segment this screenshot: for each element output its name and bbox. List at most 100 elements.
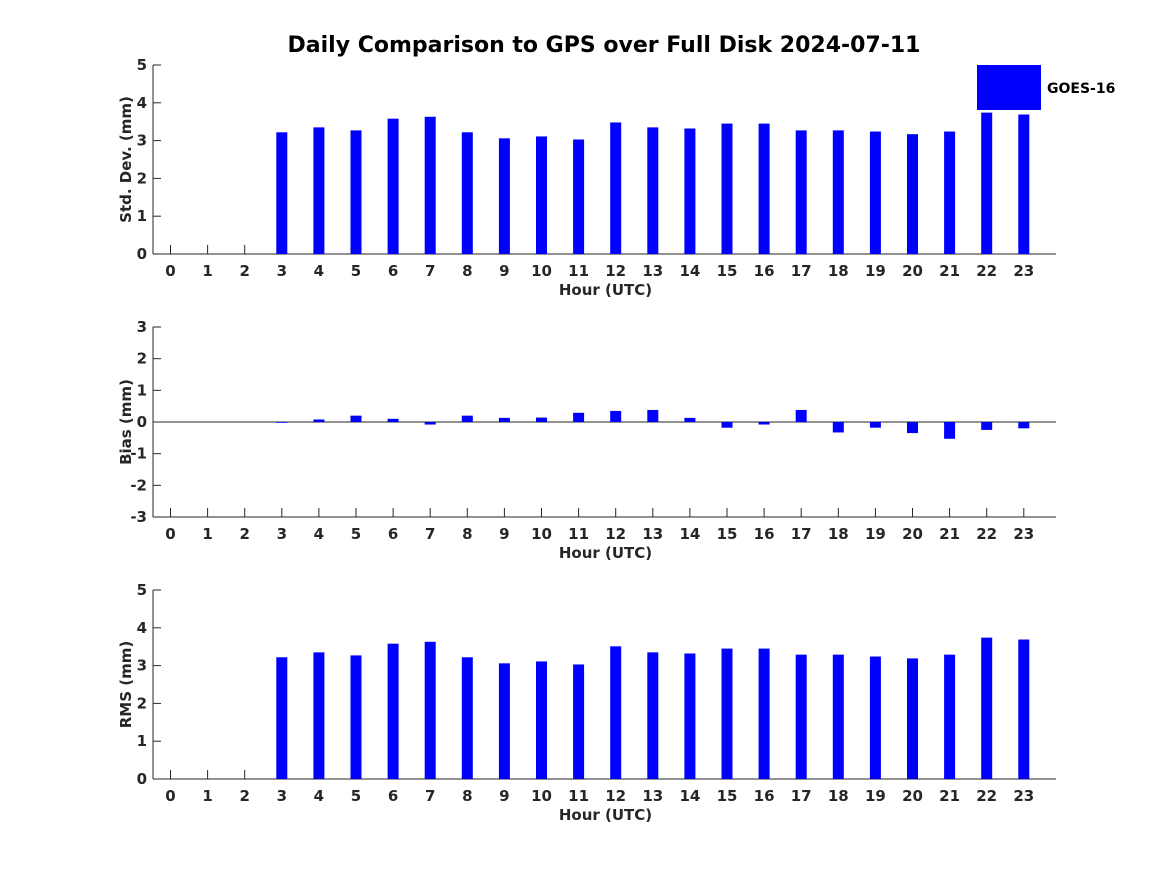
y-tick-label: 0 [137,245,147,263]
bar-hour-9 [498,138,510,254]
bar-hour-21 [944,131,956,254]
x-tick-label: 0 [165,787,175,805]
y-tick-label: 4 [137,619,147,637]
bar-hour-4 [313,419,325,422]
x-tick-label: 15 [717,525,738,543]
y-axis-label: Bias (mm) [117,379,135,465]
bar-hour-18 [832,654,844,779]
bar-hour-6 [387,118,399,255]
y-tick-label: 1 [137,732,147,750]
bar-hour-17 [795,409,807,422]
bar-hour-18 [832,130,844,254]
bar-hour-12 [610,122,622,255]
bar-hour-15 [721,422,733,428]
x-tick-label: 10 [531,262,552,280]
y-tick-label: -1 [130,445,147,463]
bar-hour-5 [350,415,362,422]
bar-hour-20 [907,422,918,434]
x-tick-label: 23 [1013,262,1034,280]
bar-hour-19 [869,131,881,254]
x-tick-label: 20 [902,262,923,280]
bar-hour-22 [981,422,993,430]
x-tick-label: 14 [679,787,700,805]
bar-hour-12 [610,410,622,422]
bar-hour-8 [461,415,473,422]
bar-hour-11 [573,139,585,254]
bar-hour-6 [387,643,399,779]
x-tick-label: 22 [976,787,997,805]
x-tick-label: 21 [939,787,960,805]
x-tick-label: 6 [388,787,398,805]
bar-hour-17 [795,654,807,779]
x-axis-label: Hour (UTC) [559,281,652,299]
x-tick-label: 4 [314,262,324,280]
bar-hour-3 [276,422,288,423]
bar-hour-7 [424,641,436,779]
bar-hour-6 [387,418,399,422]
bar-hour-20 [907,134,918,254]
y-tick-label: 3 [137,132,147,150]
bar-hour-13 [647,409,659,422]
bar-hour-21 [944,422,956,439]
x-tick-label: 5 [351,262,361,280]
bar-hour-15 [721,648,733,779]
x-tick-label: 2 [239,525,249,543]
bar-hour-15 [721,123,733,254]
x-tick-label: 13 [642,787,663,805]
bar-hour-7 [424,116,436,254]
bar-hour-10 [536,136,547,254]
x-tick-label: 0 [165,525,175,543]
bar-hour-17 [795,130,807,254]
bar-hour-11 [573,412,585,422]
bar-hour-16 [758,648,770,779]
bar-hour-8 [461,657,473,779]
x-tick-label: 18 [828,787,849,805]
x-tick-label: 23 [1013,787,1034,805]
y-tick-label: 1 [137,207,147,225]
bar-hour-9 [498,663,510,779]
y-tick-label: 3 [137,657,147,675]
x-tick-label: 12 [605,525,626,543]
x-tick-label: 1 [202,787,212,805]
x-tick-label: 11 [568,525,589,543]
x-tick-label: 17 [791,787,812,805]
y-tick-label: 2 [137,169,147,187]
x-tick-label: 3 [277,787,287,805]
x-tick-label: 9 [499,525,509,543]
y-axis-label: Std. Dev. (mm) [117,96,135,223]
x-axis-label: Hour (UTC) [559,544,652,562]
bar-hour-20 [907,658,918,779]
x-tick-label: 16 [754,525,775,543]
x-tick-label: 19 [865,787,886,805]
x-tick-label: 23 [1013,525,1034,543]
x-tick-label: 9 [499,262,509,280]
x-tick-label: 10 [531,787,552,805]
x-tick-label: 1 [202,525,212,543]
x-tick-label: 7 [425,787,435,805]
x-tick-label: 17 [791,525,812,543]
x-tick-label: 5 [351,525,361,543]
x-tick-label: 3 [277,525,287,543]
bar-hour-16 [758,422,770,425]
x-tick-label: 11 [568,787,589,805]
x-axis-label: Hour (UTC) [559,806,652,824]
legend-swatch-goes-16 [977,65,1041,110]
bar-hour-19 [869,422,881,428]
y-tick-label: 1 [137,381,147,399]
y-tick-label: 3 [137,318,147,336]
x-tick-label: 8 [462,525,472,543]
x-tick-label: 18 [828,262,849,280]
x-tick-label: 6 [388,262,398,280]
bar-hour-14 [684,417,696,422]
x-tick-label: 22 [976,525,997,543]
x-tick-label: 8 [462,787,472,805]
x-tick-label: 12 [605,262,626,280]
x-tick-label: 13 [642,262,663,280]
x-tick-label: 11 [568,262,589,280]
x-tick-label: 21 [939,525,960,543]
bar-hour-23 [1018,114,1030,254]
